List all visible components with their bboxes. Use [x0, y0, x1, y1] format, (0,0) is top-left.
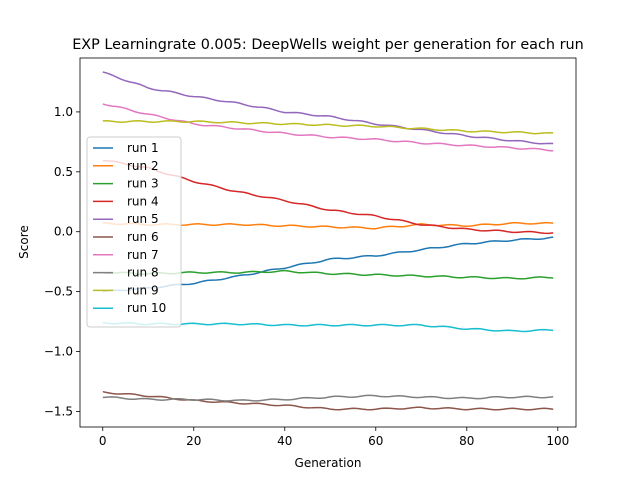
- x-tick-label: 40: [277, 434, 292, 448]
- y-axis-label: Score: [17, 225, 31, 259]
- legend-label: run 6: [127, 230, 159, 244]
- y-tick-label: −0.5: [44, 285, 73, 299]
- legend-label: run 3: [127, 177, 159, 191]
- series-line-6: [102, 390, 554, 411]
- legend-label: run 2: [127, 159, 159, 173]
- legend-box: [86, 136, 182, 328]
- legend-label: run 4: [127, 194, 159, 208]
- x-tick-label: 80: [459, 434, 474, 448]
- x-axis-label: Generation: [295, 456, 362, 470]
- legend: run 1 run 2 run 3 run 4 run 5 run 6 run 7 run 8…: [86, 136, 182, 328]
- y-tick-label: −1.5: [44, 404, 73, 418]
- legend-label: run 8: [127, 266, 159, 280]
- legend-label: run 7: [127, 248, 159, 262]
- series-line-9: [102, 120, 554, 135]
- legend-label: run 1: [127, 141, 159, 155]
- y-tick-label: 0.5: [54, 165, 73, 179]
- axis-ticks: 0 20 40 60 80 100 −1.5 −1.0 −0.5 0.0 0.5 1.0: [44, 105, 569, 448]
- y-tick-label: −1.0: [44, 345, 73, 359]
- series-line-8: [102, 394, 554, 402]
- y-tick-label: 0.0: [54, 225, 73, 239]
- series-line-7: [102, 103, 554, 152]
- axes: [79, 57, 577, 428]
- legend-label: run 5: [127, 212, 159, 226]
- chart-title: EXP Learningrate 0.005: DeepWells weight…: [72, 37, 584, 53]
- x-tick-label: 100: [546, 434, 569, 448]
- series-line-5: [102, 71, 554, 145]
- x-tick-label: 20: [186, 434, 201, 448]
- x-tick-label: 60: [368, 434, 383, 448]
- plot-frame: [79, 57, 577, 428]
- legend-label: run 10: [127, 301, 166, 315]
- x-tick-label: 0: [99, 434, 107, 448]
- legend-label: run 9: [127, 283, 159, 297]
- y-tick-label: 1.0: [54, 105, 73, 119]
